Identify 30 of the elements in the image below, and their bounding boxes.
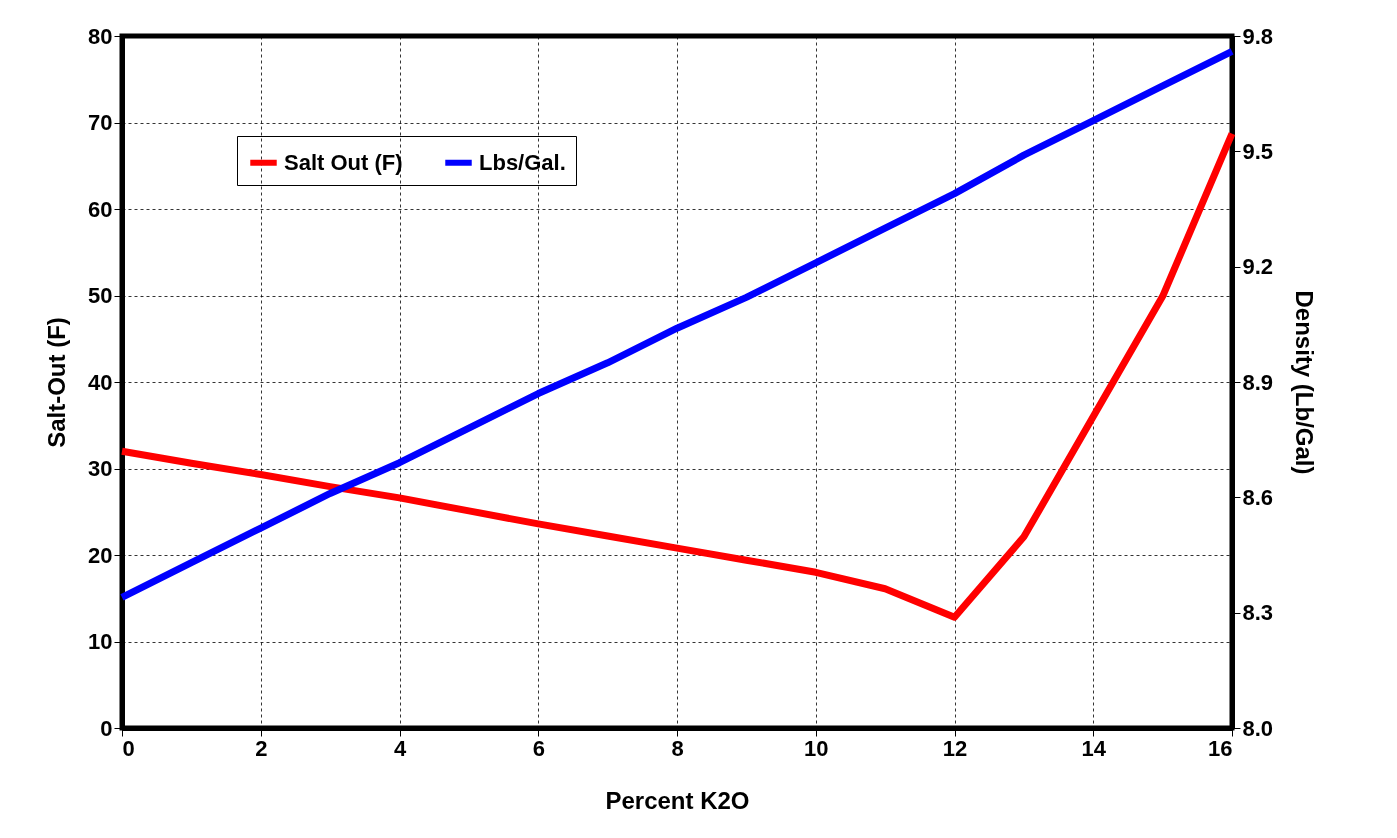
y-tick-label: 10 (88, 629, 113, 654)
x-tick-label: 12 (942, 735, 968, 761)
y-tick-label: 30 (88, 456, 113, 481)
x-tick-label: 0 (122, 735, 135, 761)
y-tick-label: 50 (88, 283, 113, 308)
y-tick-label: 60 (88, 196, 113, 222)
x-axis-title: Percent K2O (605, 786, 750, 814)
legend-label: Salt Out (F) (284, 149, 403, 175)
y2-tick-label: 9.8 (1242, 23, 1274, 49)
x-tick-label: 8 (671, 735, 684, 761)
y2-tick-label: 8.9 (1242, 369, 1274, 395)
y-tick-label: 0 (100, 715, 113, 741)
x-tick-label: 10 (804, 735, 829, 761)
y-tick-label: 80 (88, 23, 113, 49)
x-tick-label: 16 (1208, 735, 1233, 761)
x-tick-label: 4 (393, 735, 407, 761)
x-tick-label: 14 (1081, 735, 1107, 761)
x-tick-label: 2 (255, 735, 268, 761)
legend-label: Lbs/Gal. (479, 149, 566, 175)
y-tick-label: 20 (88, 542, 113, 568)
x-tick-label: 6 (532, 735, 545, 761)
y2-tick-label: 8.3 (1242, 600, 1274, 626)
y-tick-label: 40 (88, 369, 113, 395)
y-axis-title: Salt-Out (F) (43, 317, 71, 448)
y2-axis-title: Density (Lb/Gal) (1291, 290, 1319, 475)
y-tick-label: 70 (88, 110, 113, 135)
y2-tick-label: 8.0 (1242, 715, 1274, 741)
y2-tick-label: 9.5 (1242, 138, 1274, 164)
y2-tick-label: 9.2 (1242, 254, 1274, 280)
y2-tick-label: 8.6 (1242, 484, 1274, 510)
